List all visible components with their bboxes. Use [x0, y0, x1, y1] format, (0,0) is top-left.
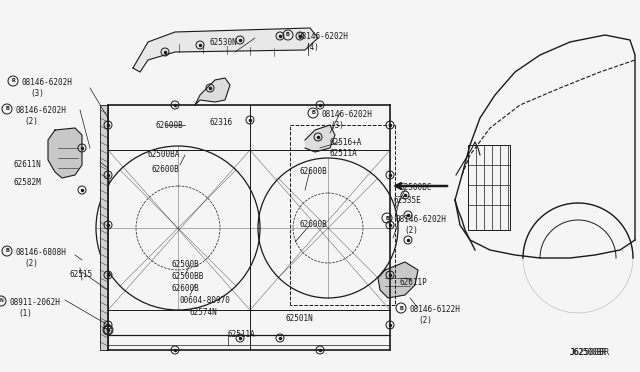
- Text: (2): (2): [24, 117, 38, 126]
- Text: 62600B: 62600B: [152, 165, 180, 174]
- Text: 08146-6202H: 08146-6202H: [16, 106, 67, 115]
- Text: J62500BR: J62500BR: [570, 348, 607, 357]
- Bar: [100, 105, 108, 350]
- Text: N: N: [0, 298, 3, 304]
- Text: 62582M: 62582M: [14, 178, 42, 187]
- Text: 08911-2062H: 08911-2062H: [10, 298, 61, 307]
- Text: 08146-6202H: 08146-6202H: [297, 32, 348, 41]
- Text: B: B: [385, 215, 389, 221]
- Bar: [468, 145, 510, 230]
- Text: 62535E: 62535E: [394, 196, 422, 205]
- Text: 08146-6202H: 08146-6202H: [322, 110, 373, 119]
- Text: 62515: 62515: [70, 270, 93, 279]
- Text: (2): (2): [24, 259, 38, 268]
- Text: B: B: [311, 110, 315, 115]
- Text: R: R: [11, 78, 15, 83]
- Text: 62516+A: 62516+A: [330, 138, 362, 147]
- Text: 62574N: 62574N: [190, 308, 218, 317]
- Text: 08146-6202H: 08146-6202H: [22, 78, 73, 87]
- Text: 62600B: 62600B: [155, 121, 183, 130]
- Text: 62316: 62316: [210, 118, 233, 127]
- Polygon shape: [195, 78, 230, 105]
- Text: 62511A: 62511A: [228, 330, 256, 339]
- Text: 08146-6202H: 08146-6202H: [396, 215, 447, 224]
- Text: 62500B: 62500B: [172, 260, 200, 269]
- Text: 62611P: 62611P: [400, 278, 428, 287]
- Text: 62500BC: 62500BC: [400, 183, 433, 192]
- Text: 62500BB: 62500BB: [172, 272, 204, 281]
- Text: (3): (3): [330, 121, 344, 130]
- Text: 62501N: 62501N: [286, 314, 314, 323]
- Text: 62530N: 62530N: [210, 38, 237, 47]
- Polygon shape: [48, 128, 82, 178]
- Text: 62500BA: 62500BA: [148, 150, 180, 159]
- Text: 62611N: 62611N: [14, 160, 42, 169]
- Text: J62500BR: J62500BR: [570, 348, 610, 357]
- Text: 08146-6122H: 08146-6122H: [410, 305, 461, 314]
- Text: 62600B: 62600B: [300, 167, 328, 176]
- Text: 62511A: 62511A: [330, 149, 358, 158]
- Text: 62600B: 62600B: [172, 284, 200, 293]
- Text: (2): (2): [418, 316, 432, 325]
- Text: B: B: [5, 106, 9, 112]
- Text: (4): (4): [305, 43, 319, 52]
- Text: 62600B: 62600B: [300, 220, 328, 229]
- Text: B: B: [399, 305, 403, 311]
- Text: 08146-6808H: 08146-6808H: [16, 248, 67, 257]
- Text: (2): (2): [404, 226, 418, 235]
- Text: B: B: [5, 248, 9, 253]
- Polygon shape: [133, 28, 318, 72]
- Polygon shape: [378, 262, 418, 298]
- Polygon shape: [305, 125, 335, 152]
- Text: (1): (1): [18, 309, 32, 318]
- Text: B: B: [286, 32, 290, 38]
- Text: (3): (3): [30, 89, 44, 98]
- Text: 00604-80970: 00604-80970: [180, 296, 231, 305]
